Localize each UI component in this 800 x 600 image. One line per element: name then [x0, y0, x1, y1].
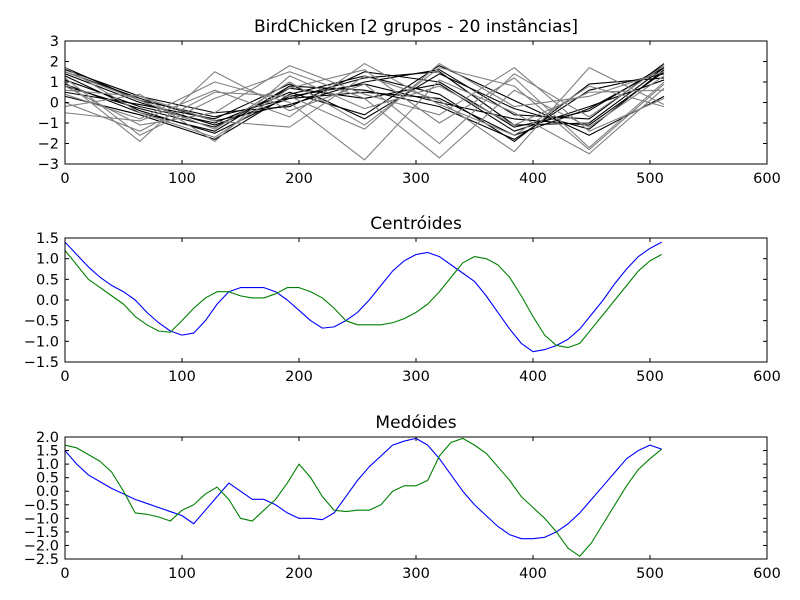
chart-title: BirdChicken [2 grupos - 20 instâncias]	[254, 17, 578, 37]
y-tick-label: 1.0	[36, 252, 59, 268]
series-group	[65, 437, 663, 557]
x-tick-label: 100	[168, 369, 196, 385]
y-tick-label: 3	[50, 34, 59, 50]
x-tick-label: 0	[60, 369, 69, 385]
x-tick-label: 600	[753, 171, 781, 187]
y-tick-label: 0.5	[36, 471, 59, 487]
x-tick-label: 200	[285, 171, 313, 187]
y-tick-label: −1.0	[24, 334, 59, 350]
x-tick-label: 500	[636, 566, 664, 582]
series-group	[65, 62, 665, 161]
series-group	[65, 241, 662, 353]
y-tick-label: 0	[50, 96, 59, 112]
series-line-11	[65, 79, 665, 161]
x-tick-label: 200	[285, 369, 313, 385]
x-tick-label: 500	[636, 171, 664, 187]
y-tick-label: −1.0	[24, 511, 59, 527]
series-line-2	[65, 250, 662, 349]
x-tick-label: 600	[753, 369, 781, 385]
series-line-6	[65, 65, 665, 128]
series-line-12	[65, 71, 665, 159]
x-tick-label: 600	[753, 566, 781, 582]
subplot-1: 0 100 200 300 400 500 600 3 2 1 0 −1 −2 −3 BirdChicken…	[38, 17, 781, 187]
y-tick-label: 0.0	[36, 293, 59, 309]
series-line-17	[65, 67, 665, 149]
y-tick-label: −1.5	[24, 355, 59, 371]
x-tick-label: 400	[519, 369, 547, 385]
chart-title: Centróides	[370, 214, 462, 234]
y-tick-label: −3	[38, 157, 59, 173]
chart-title: Medóides	[375, 413, 456, 433]
y-tick-label: 0.0	[36, 484, 59, 500]
x-tick-label: 100	[168, 566, 196, 582]
series-line-18	[65, 75, 665, 142]
y-tick-label: 2	[50, 55, 59, 71]
y-tick-label: −0.5	[24, 314, 59, 330]
y-tick-label: −2.5	[24, 552, 59, 568]
y-tick-label: −2	[38, 137, 59, 153]
x-tick-label: 300	[402, 171, 430, 187]
y-tick-label: −1	[38, 116, 59, 132]
y-tick-label: −2.0	[24, 538, 59, 554]
series-line-20	[65, 67, 665, 153]
y-tick-label: 1.0	[36, 457, 59, 473]
series-line-1	[65, 241, 662, 353]
x-tick-label: 0	[60, 566, 69, 582]
x-tick-label: 200	[285, 566, 313, 582]
x-tick-label: 500	[636, 369, 664, 385]
y-tick-label: 1.5	[36, 231, 59, 247]
series-line-1	[65, 437, 662, 540]
y-tick-label: 1.5	[36, 444, 59, 460]
x-tick-label: 0	[60, 171, 69, 187]
series-line-19	[65, 65, 665, 145]
series-line-9	[65, 63, 665, 122]
series-line-2	[65, 437, 663, 557]
y-tick-label: −1.5	[24, 525, 59, 541]
y-tick-label: 2.0	[36, 430, 59, 446]
x-tick-label: 300	[402, 369, 430, 385]
y-tick-label: 1	[50, 75, 59, 91]
subplot-3: 0 100 200 300 400 500 6002.01.51.00.50.0−0.5−1…	[24, 413, 781, 582]
x-tick-label: 300	[402, 566, 430, 582]
x-tick-label: 400	[519, 171, 547, 187]
y-tick-label: −0.5	[24, 498, 59, 514]
series-line-4	[65, 69, 665, 130]
x-tick-label: 100	[168, 171, 196, 187]
x-tick-label: 400	[519, 566, 547, 582]
y-tick-label: 0.5	[36, 272, 59, 288]
subplot-2: 0 100 200 300 400 500 600 1.5 1.0 0.5 0.0 −0.5 −1.0 −…	[24, 214, 781, 385]
